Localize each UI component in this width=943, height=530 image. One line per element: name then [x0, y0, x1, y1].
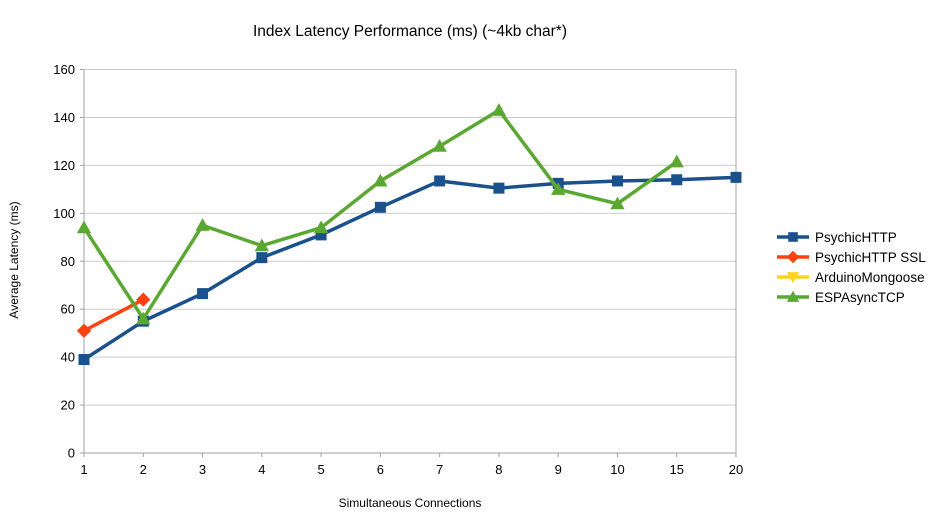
x-tick-label: 3	[199, 462, 206, 477]
marker-diamond	[786, 250, 800, 264]
legend-label: ArduinoMongoose	[815, 269, 925, 285]
series-line	[83, 175, 737, 361]
y-tick-label: 140	[53, 110, 75, 125]
marker-diamond	[76, 323, 92, 338]
x-tick-label: 20	[729, 462, 743, 477]
marker-square	[315, 229, 327, 241]
marker-triangle-up	[254, 238, 269, 252]
chart-title: Index Latency Performance (ms) (~4kb cha…	[252, 23, 567, 40]
legend-item: ESPAsyncTCP	[776, 287, 926, 307]
x-tick-label: 7	[436, 462, 443, 477]
marker-square	[434, 175, 446, 187]
legend-label: ESPAsyncTCP	[815, 289, 905, 305]
y-tick-label: 60	[61, 302, 75, 317]
x-tick-label: 8	[495, 462, 502, 477]
legend-item: PsychicHTTP	[776, 227, 926, 247]
marker-triangle-up	[195, 218, 210, 231]
marker-triangle-up	[669, 154, 684, 168]
marker-square	[671, 174, 683, 186]
series-line	[82, 107, 678, 323]
x-tick-label: 6	[377, 462, 384, 477]
y-tick-label: 160	[53, 62, 75, 77]
marker-triangle-up	[136, 311, 151, 325]
marker-triangle-down	[786, 272, 800, 284]
marker-square	[256, 252, 268, 264]
x-axis-title: Simultaneous Connections	[338, 496, 482, 510]
y-tick-label: 40	[61, 350, 75, 365]
legend-item: PsychicHTTP SSL	[776, 247, 926, 267]
x-tick-label: 2	[140, 462, 147, 477]
marker-triangle-up	[432, 139, 447, 152]
legend-symbol-square-icon	[777, 232, 809, 242]
x-tick-label: 10	[610, 462, 624, 477]
y-tick-label: 0	[68, 446, 75, 461]
y-tick-label: 100	[53, 206, 75, 221]
marker-triangle-up	[551, 182, 566, 195]
marker-square	[788, 232, 798, 242]
marker-diamond	[136, 292, 151, 307]
marker-square	[611, 175, 623, 187]
marker-square	[730, 171, 742, 183]
legend-label: PsychicHTTP SSL	[815, 249, 926, 265]
marker-triangle-up	[76, 220, 92, 234]
marker-triangle-up	[491, 103, 507, 116]
x-tick-label: 15	[669, 462, 683, 477]
chart-legend: PsychicHTTP PsychicHTTP SSL ArduinoMongoos…	[776, 227, 926, 307]
marker-triangle-up	[786, 290, 800, 302]
y-tick-label: 20	[61, 398, 75, 413]
legend-symbol-diamond-icon	[777, 250, 809, 264]
marker-square	[197, 288, 209, 300]
marker-triangle-up	[610, 196, 625, 210]
x-tick-label: 9	[555, 462, 562, 477]
marker-triangle-up	[373, 173, 388, 187]
y-axis-title: Average Latency (ms)	[7, 201, 21, 319]
legend-symbol-triangle-down-icon	[777, 272, 809, 284]
legend-item: ArduinoMongoose	[776, 267, 926, 287]
y-tick-label: 120	[53, 158, 75, 173]
marker-square	[78, 354, 90, 366]
marker-square	[374, 201, 386, 213]
x-tick-label: 4	[258, 462, 265, 477]
marker-square	[493, 182, 505, 194]
x-tick-label: 1	[80, 462, 87, 477]
y-tick-label: 80	[61, 254, 75, 269]
legend-label: PsychicHTTP	[815, 229, 897, 245]
legend-symbol-triangle-up-icon	[777, 290, 809, 302]
x-tick-label: 5	[317, 462, 324, 477]
marker-triangle-up	[313, 220, 329, 234]
